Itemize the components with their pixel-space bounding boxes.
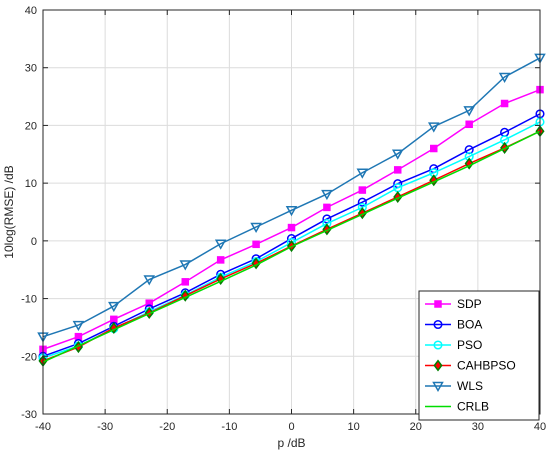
x-tick-label: 30 <box>472 421 484 433</box>
x-tick-label: -40 <box>35 421 51 433</box>
data-point-sdp <box>393 166 402 174</box>
series-line-wls <box>42 57 541 338</box>
y-tick-label: 0 <box>31 236 37 248</box>
legend-entry-sdp: SDP <box>425 297 482 311</box>
y-tick-label: -10 <box>21 294 37 306</box>
data-point-sdp <box>287 223 296 232</box>
y-tick-label: 10 <box>25 178 37 190</box>
data-point-wls <box>214 239 227 250</box>
legend-entry-wls: WLS <box>425 379 483 393</box>
x-tick-label: -10 <box>221 421 237 433</box>
x-axis-label: p /dB <box>277 436 305 450</box>
data-point-cahbpso <box>357 207 367 220</box>
legend-entry-boa: BOA <box>425 318 482 332</box>
data-point-sdp <box>145 299 153 307</box>
data-point-wls <box>179 260 192 271</box>
series-line-crlb <box>42 130 541 363</box>
x-tick-label: -20 <box>159 421 175 433</box>
series-crlb <box>42 130 541 363</box>
data-point-sdp <box>74 332 83 341</box>
data-point-sdp <box>465 120 473 129</box>
data-point-wls <box>356 168 369 179</box>
x-tick-label: -30 <box>97 421 113 433</box>
legend-box <box>418 290 540 421</box>
data-point-wls <box>108 301 120 313</box>
data-point-cahbpso <box>109 321 119 335</box>
data-point-boa <box>357 197 367 207</box>
data-point-wls <box>250 222 262 234</box>
legend-marker-pso <box>433 340 443 350</box>
legend-marker-sdp <box>434 300 442 308</box>
data-point-sdp <box>252 240 260 249</box>
x-tick-label: 40 <box>534 421 546 433</box>
data-point-wls <box>498 72 511 83</box>
data-point-cahbpso <box>464 157 474 170</box>
data-point-wls <box>427 122 440 133</box>
y-tick-label: 30 <box>25 63 37 75</box>
y-tick-label: 40 <box>25 5 37 17</box>
x-tick-label: 10 <box>348 421 360 433</box>
legend-label-boa: BOA <box>457 318 482 332</box>
series-wls <box>37 53 546 343</box>
legend-entry-pso: PSO <box>425 338 482 352</box>
legend-label-sdp: SDP <box>457 297 482 311</box>
data-point-wls <box>143 275 156 286</box>
y-tick-label: -20 <box>21 351 37 363</box>
legend-marker-boa <box>433 319 443 330</box>
y-axis-label: 10log(RMSE) /dB <box>2 165 16 258</box>
y-tick-label: 20 <box>25 120 37 132</box>
legend-label-crlb: CRLB <box>457 400 489 414</box>
data-point-sdp <box>216 256 225 264</box>
data-point-wls <box>391 149 404 160</box>
x-tick-label: 20 <box>410 421 422 433</box>
data-point-wls <box>321 189 333 201</box>
legend-marker-cahbpso <box>433 359 443 372</box>
x-tick-label: 0 <box>288 421 294 433</box>
data-point-sdp <box>181 278 190 286</box>
data-point-cahbpso <box>393 190 403 204</box>
legend-label-pso: PSO <box>457 338 482 352</box>
legend-entry-cahbpso: CAHBPSO <box>425 359 516 373</box>
data-point-sdp <box>110 315 118 324</box>
legend-label-wls: WLS <box>457 379 483 393</box>
data-point-sdp <box>323 203 331 212</box>
data-point-wls <box>463 106 475 117</box>
legend-marker-wls <box>432 381 444 393</box>
legend: SDP BOA PSO CAHBPSO WLS CRLB <box>418 290 540 421</box>
data-point-sdp <box>500 99 509 108</box>
y-tick-label: -30 <box>21 409 37 421</box>
data-point-sdp <box>430 144 438 153</box>
legend-entry-crlb: CRLB <box>425 400 489 414</box>
series-sdp <box>39 85 544 354</box>
data-point-cahbpso <box>180 289 190 302</box>
legend-label-cahbpso: CAHBPSO <box>457 359 516 373</box>
data-point-wls <box>285 206 298 217</box>
data-point-wls <box>72 320 85 332</box>
data-point-sdp <box>358 186 367 194</box>
